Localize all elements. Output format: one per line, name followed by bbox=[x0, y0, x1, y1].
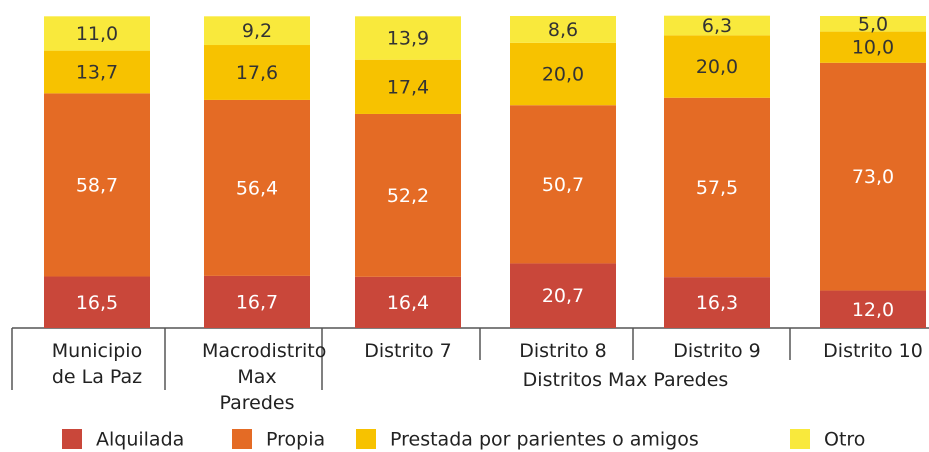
data-label: 17,4 bbox=[387, 76, 429, 98]
x-tick-label: Distrito 7 bbox=[364, 340, 452, 362]
data-label: 9,2 bbox=[242, 20, 272, 42]
bar-segment bbox=[510, 263, 616, 328]
legend-label: Alquilada bbox=[96, 429, 184, 451]
legend-label: Prestada por parientes o amigos bbox=[390, 429, 699, 451]
bar-segment bbox=[44, 276, 150, 328]
bar-segment bbox=[664, 97, 770, 278]
data-label: 6,3 bbox=[702, 15, 732, 37]
bar-segment bbox=[510, 42, 616, 106]
data-label: 16,4 bbox=[387, 292, 429, 314]
data-label: 13,7 bbox=[76, 62, 118, 84]
bar-segment bbox=[44, 93, 150, 277]
data-label: 11,0 bbox=[76, 23, 118, 45]
bar-segment bbox=[204, 275, 310, 328]
x-tick-label: Distrito 10 bbox=[823, 340, 923, 362]
data-label: 16,5 bbox=[76, 292, 118, 314]
bar-segment bbox=[820, 62, 926, 291]
legend-swatch bbox=[356, 429, 376, 449]
data-label: 52,2 bbox=[387, 185, 429, 207]
data-label: 5,0 bbox=[858, 13, 888, 35]
bar-segment bbox=[664, 35, 770, 98]
data-label: 73,0 bbox=[852, 166, 894, 188]
legend-label: Otro bbox=[824, 429, 865, 451]
legend-swatch bbox=[790, 429, 810, 449]
group-label: Distritos Max Paredes bbox=[522, 369, 729, 391]
data-label: 16,3 bbox=[696, 292, 738, 314]
bar-segment bbox=[44, 50, 150, 94]
data-label: 56,4 bbox=[236, 177, 278, 199]
data-label: 50,7 bbox=[542, 174, 584, 196]
legend-swatch bbox=[232, 429, 252, 449]
bar-segment bbox=[510, 16, 616, 43]
data-label: 12,0 bbox=[852, 299, 894, 321]
bar-segment bbox=[664, 277, 770, 328]
legend-label: Propia bbox=[266, 429, 325, 451]
data-label: 13,9 bbox=[387, 27, 429, 49]
x-tick-label: Macrodistrito Max Paredes bbox=[202, 340, 327, 414]
bar-segment bbox=[510, 105, 616, 264]
bar-segment bbox=[664, 15, 770, 36]
x-tick-label: Distrito 9 bbox=[673, 340, 761, 362]
bar-segment bbox=[355, 113, 461, 277]
bar-segment bbox=[820, 16, 926, 32]
bar-segment bbox=[355, 16, 461, 60]
bar-segment bbox=[355, 59, 461, 114]
legend-swatch bbox=[62, 429, 82, 449]
data-label: 17,6 bbox=[236, 62, 278, 84]
category-axis bbox=[11, 327, 929, 390]
bar-segment bbox=[820, 290, 926, 328]
x-tick-label: Municipio de La Paz bbox=[51, 340, 143, 388]
x-tick-label: Distrito 8 bbox=[519, 340, 607, 362]
data-label: 57,5 bbox=[696, 177, 738, 199]
data-label: 58,7 bbox=[76, 174, 118, 196]
bar-segment bbox=[355, 276, 461, 328]
data-label: 20,7 bbox=[542, 285, 584, 307]
bar-segment bbox=[204, 16, 310, 46]
bar-segment bbox=[44, 16, 150, 51]
data-label: 20,0 bbox=[542, 64, 584, 86]
data-label: 16,7 bbox=[236, 291, 278, 313]
bar-segment bbox=[204, 99, 310, 276]
data-label: 20,0 bbox=[696, 56, 738, 78]
data-label: 8,6 bbox=[548, 19, 578, 41]
bar-segment bbox=[204, 45, 310, 100]
data-label: 10,0 bbox=[852, 37, 894, 59]
bar-segment bbox=[820, 31, 926, 63]
